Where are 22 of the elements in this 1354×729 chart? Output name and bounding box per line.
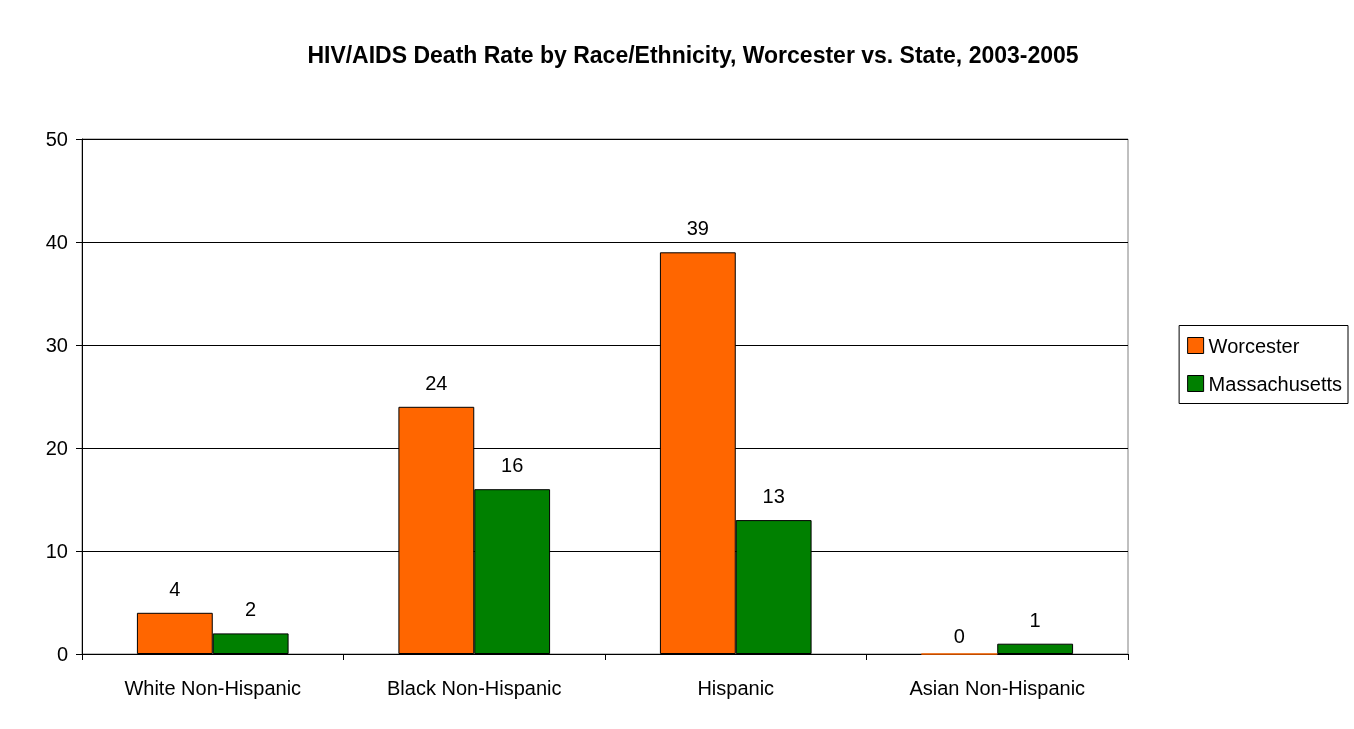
x-tick-label: Hispanic xyxy=(697,677,775,699)
x-tick-label: Black Non-Hispanic xyxy=(386,677,562,699)
data-label: 0 xyxy=(953,624,965,647)
data-label: 16 xyxy=(501,454,524,477)
data-label: 1 xyxy=(1029,608,1041,631)
legend-label: Massachusetts xyxy=(1208,372,1342,395)
y-tick-label: 20 xyxy=(45,437,68,459)
x-tick-label: White Non-Hispanic xyxy=(124,677,302,699)
legend-label: Worcester xyxy=(1208,334,1300,357)
data-label: 2 xyxy=(245,598,257,621)
y-tick-label: 50 xyxy=(45,128,68,150)
y-tick-label: 40 xyxy=(45,231,68,253)
x-tick-label: Asian Non-Hispanic xyxy=(909,677,1086,699)
y-tick-label: 0 xyxy=(56,643,68,665)
data-label: 39 xyxy=(686,217,709,240)
chart-title: HIV/AIDS Death Rate by Race/Ethnicity, Worcester vs. State, 2003-2005 xyxy=(307,41,1079,68)
y-tick-label: 10 xyxy=(45,540,68,562)
data-label: 13 xyxy=(762,485,785,508)
bar xyxy=(997,643,1074,654)
y-tick-label: 30 xyxy=(45,334,68,356)
data-label: 4 xyxy=(169,577,181,600)
data-label: 24 xyxy=(425,371,448,394)
